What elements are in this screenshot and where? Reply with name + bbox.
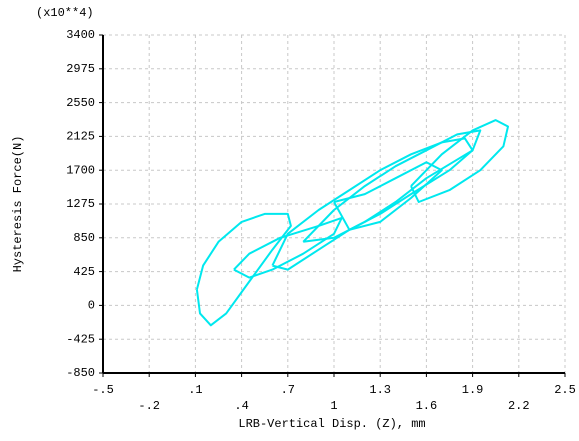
hysteresis-loop bbox=[333, 161, 443, 231]
y-tick-label: 0 bbox=[88, 299, 95, 313]
multiplier-label: (x10**4) bbox=[36, 6, 94, 20]
y-tick-label: 3400 bbox=[66, 28, 95, 42]
y-tick-label: 1700 bbox=[66, 163, 95, 177]
y-tick-label: 425 bbox=[73, 265, 95, 279]
hysteresis-loop bbox=[410, 119, 509, 203]
x-tick-label: .1 bbox=[188, 383, 202, 397]
y-tick-label: -850 bbox=[66, 366, 95, 380]
x-tick-label: -.5 bbox=[92, 383, 114, 397]
hysteresis-loop bbox=[271, 137, 474, 271]
hysteresis-loop bbox=[233, 216, 343, 279]
y-tick-label: 2125 bbox=[66, 130, 95, 144]
x-tick-label: .4 bbox=[234, 399, 248, 413]
x-tick-label: 2.2 bbox=[508, 399, 530, 413]
y-tick-label: 2975 bbox=[66, 62, 95, 76]
y-tick-label: 850 bbox=[73, 231, 95, 245]
hysteresis-loop bbox=[302, 129, 482, 243]
x-tick-label: 1.9 bbox=[462, 383, 484, 397]
x-axis-label: LRB-Vertical Disp. (Z), mm bbox=[238, 417, 425, 431]
x-tick-label: 1.3 bbox=[369, 383, 391, 397]
x-tick-label: 1 bbox=[330, 399, 337, 413]
x-tick-label: -.2 bbox=[138, 399, 160, 413]
x-tick-label: .7 bbox=[281, 383, 295, 397]
hysteresis-loop bbox=[195, 212, 292, 327]
x-tick-label: 1.6 bbox=[416, 399, 438, 413]
x-tick-label: 2.5 bbox=[554, 383, 576, 397]
y-tick-label: -425 bbox=[66, 332, 95, 346]
y-tick-label: 1275 bbox=[66, 197, 95, 211]
y-axis-label: Hysteresis Force(N) bbox=[11, 136, 25, 273]
y-tick-label: 2550 bbox=[66, 96, 95, 110]
